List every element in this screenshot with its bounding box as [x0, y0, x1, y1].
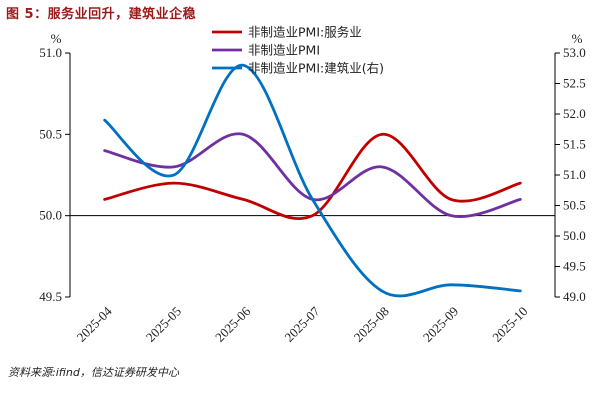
right-tick-label: 49.0 [563, 289, 586, 304]
x-tick-label: 2025-09 [420, 304, 461, 345]
right-tick-label: 52.0 [563, 106, 586, 121]
right-tick-label: 50.0 [563, 228, 586, 243]
right-tick-label: 49.5 [563, 259, 586, 274]
legend-label-construction-pmi: 非制造业PMI:建筑业(右) [248, 61, 384, 76]
left-axis-unit: % [51, 31, 62, 46]
source-note: 资料来源:ifind，信达证券研发中心 [8, 366, 179, 379]
series-line-construction-pmi [103, 63, 522, 298]
figure-title: 图 5：服务业回升，建筑业企稳 [6, 7, 197, 22]
left-tick-label: 51.0 [39, 45, 62, 60]
legend-label-services-pmi: 非制造业PMI:服务业 [248, 25, 362, 40]
x-tick-label: 2025-05 [143, 304, 184, 345]
right-tick-label: 52.5 [563, 76, 586, 91]
x-tick-label: 2025-08 [351, 304, 392, 345]
right-tick-label: 50.5 [563, 198, 586, 213]
x-tick-label: 2025-07 [281, 303, 323, 345]
right-tick-label: 53.0 [563, 45, 586, 60]
legend-label-nonmanufacturing-pmi: 非制造业PMI [248, 43, 320, 58]
right-tick-label: 51.5 [563, 137, 586, 152]
left-tick-label: 50.5 [39, 126, 62, 141]
x-tick-label: 2025-06 [212, 303, 254, 345]
left-tick-label: 50.0 [39, 208, 62, 223]
x-tick-label: 2025-10 [489, 304, 530, 345]
left-tick-label: 49.5 [39, 289, 62, 304]
right-axis-unit: % [572, 31, 583, 46]
right-tick-label: 51.0 [563, 167, 586, 182]
x-tick-label: 2025-04 [74, 303, 116, 345]
